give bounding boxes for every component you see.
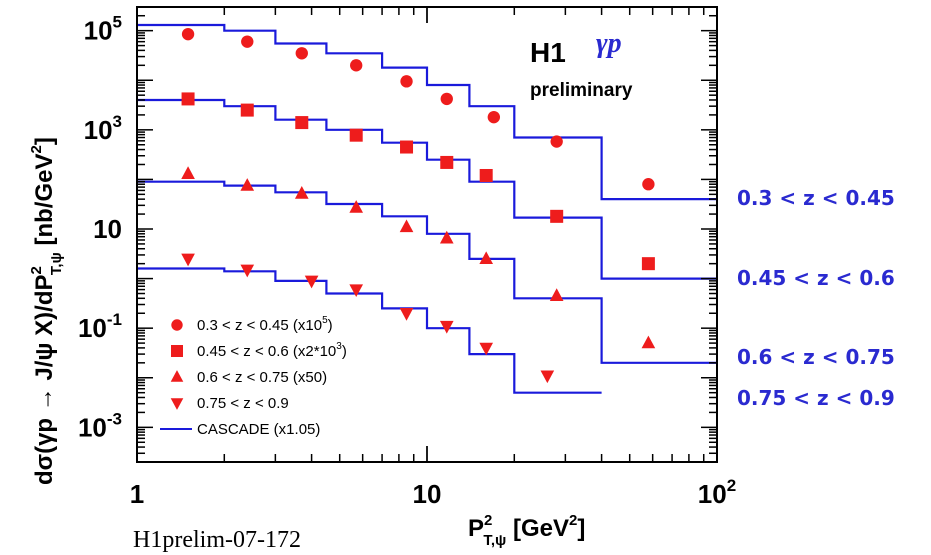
data-point-series-3 <box>181 166 195 179</box>
data-point-series-4 <box>439 320 454 334</box>
z-range-labels: 0.3 < z < 0.45 0.45 < z < 0.6 0.6 < z < 0.… <box>737 186 895 410</box>
x-tick-label: 10 <box>413 479 442 509</box>
x-tick-label: 1 <box>130 479 144 509</box>
data-point-series-2 <box>641 257 655 271</box>
z-range-label-1: 0.3 < z < 0.45 <box>737 186 895 210</box>
legend-label-3: 0.6 < z < 0.75 (x50) <box>197 369 327 386</box>
reference-id: H1prelim-07-172 <box>133 527 301 553</box>
data-point-series-3 <box>439 230 454 244</box>
y-tick-label: 10-1 <box>78 310 122 343</box>
legend-label-1: 0.3 < z < 0.45 (x105) <box>197 315 333 334</box>
data-point-series-2 <box>479 168 493 182</box>
cascade-histogram-1 <box>137 23 717 201</box>
z-range-label-4: 0.75 < z < 0.9 <box>737 386 895 410</box>
data-point-series-4 <box>240 264 255 278</box>
legend-label-2: 0.45 < z < 0.6 (x2*103) <box>197 341 347 360</box>
data-point-series-3 <box>479 251 494 265</box>
data-point-series-2 <box>400 140 414 154</box>
y-tick-label: 105 <box>84 13 122 46</box>
data-point-series-4 <box>399 308 414 321</box>
x-axis-title: P2 T,ψ [GeV2] <box>468 512 585 549</box>
data-point-series-2 <box>550 209 564 223</box>
cascade-histogram-2 <box>137 98 717 280</box>
data-point-series-3 <box>294 186 309 199</box>
legend-marker-4 <box>170 398 184 410</box>
legend-label-model: CASCADE (x1.05) <box>197 421 320 438</box>
data-point-series-4 <box>540 370 555 384</box>
data-point-series-1 <box>400 75 413 88</box>
data-point-series-3 <box>549 288 564 301</box>
data-point-series-1 <box>487 110 501 124</box>
data-point-series-1 <box>295 47 308 60</box>
legend-marker-3 <box>170 370 184 382</box>
data-point-series-3 <box>641 335 656 349</box>
data-point-series-4 <box>349 284 364 298</box>
data-point-series-4 <box>304 275 319 289</box>
data-point-series-3 <box>240 178 255 191</box>
data-point-series-2 <box>349 128 363 142</box>
legend-label-4: 0.75 < z < 0.9 <box>197 395 289 412</box>
data-point-series-1 <box>350 59 363 72</box>
data-point-series-1 <box>550 135 563 148</box>
data-point-series-1 <box>181 27 195 41</box>
legend: 0.3 < z < 0.45 (x105) 0.45 < z < 0.6 (x2*… <box>160 315 347 438</box>
x-tick-label: 102 <box>698 476 736 509</box>
y-tick-label: 103 <box>84 112 122 145</box>
data-points <box>181 27 656 384</box>
data-point-series-2 <box>295 116 309 130</box>
data-point-series-2 <box>181 92 195 106</box>
data-point-series-2 <box>440 155 454 169</box>
legend-marker-1 <box>171 319 183 331</box>
preliminary-label: preliminary <box>530 80 633 101</box>
z-range-label-2: 0.45 < z < 0.6 <box>737 266 895 290</box>
data-point-series-2 <box>240 103 254 117</box>
data-point-series-4 <box>181 253 195 267</box>
data-point-series-1 <box>642 178 655 191</box>
y-tick-label: 10-3 <box>78 409 122 442</box>
experiment-title: H1 <box>530 37 566 68</box>
process-label: γp <box>596 28 622 59</box>
tick-labels: 1 10 102 10-3 10-1 10 103 105 <box>78 13 736 509</box>
y-axis-title: dσ(γp → J/ψ X)/dP2 T,ψ [nb/GeV2] <box>28 137 65 485</box>
data-point-series-3 <box>349 200 364 213</box>
legend-marker-2 <box>171 345 183 357</box>
data-point-series-4 <box>479 342 494 356</box>
data-point-series-1 <box>440 92 453 106</box>
z-range-label-3: 0.6 < z < 0.75 <box>737 345 895 369</box>
axis-ticks <box>136 6 718 463</box>
data-point-series-1 <box>241 35 254 48</box>
y-tick-label: 10 <box>93 214 122 244</box>
cascade-histogram-3 <box>137 180 717 364</box>
data-point-series-3 <box>399 219 414 233</box>
